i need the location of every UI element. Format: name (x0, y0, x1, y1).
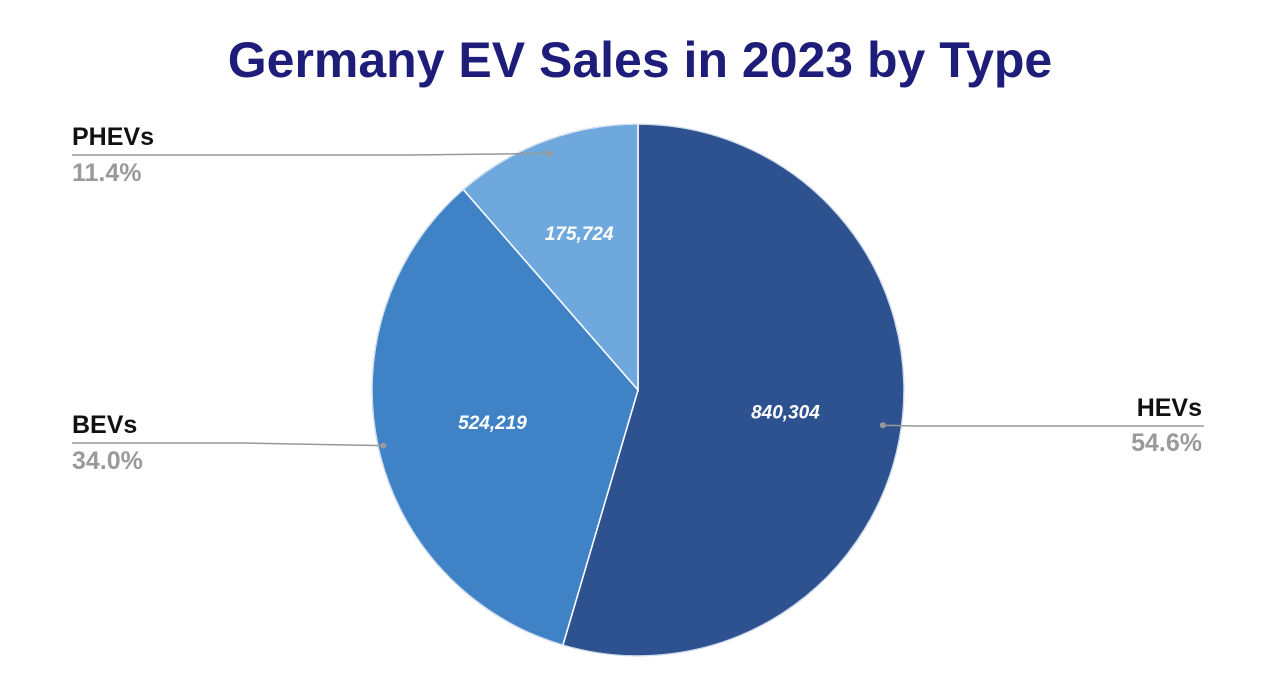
slice-labels: 840,304 HEVs 54.6% 524,219 BEVs 34.0% 175,724 P… (72, 123, 1202, 475)
category-label-hevs: HEVs (1137, 394, 1202, 422)
leader-lines (72, 150, 1204, 449)
chart-title: Germany EV Sales in 2023 by Type (227, 32, 1053, 88)
slice-value-bevs: 524,219 (458, 413, 527, 434)
slice-value-phevs: 175,724 (545, 224, 614, 245)
category-label-bevs: BEVs (72, 411, 137, 439)
leader-line-hevs (882, 424, 1204, 427)
leader-line-phevs (72, 152, 550, 156)
percent-label-phevs: 11.4% (72, 159, 142, 187)
percent-label-bevs: 34.0% (72, 447, 143, 475)
category-label-phevs: PHEVs (72, 123, 154, 151)
leader-line-bevs (72, 442, 384, 447)
slice-value-hevs: 840,304 (751, 402, 820, 423)
pie-slices (371, 123, 905, 657)
pie-outline (371, 123, 905, 657)
percent-label-hevs: 54.6% (1131, 429, 1202, 457)
